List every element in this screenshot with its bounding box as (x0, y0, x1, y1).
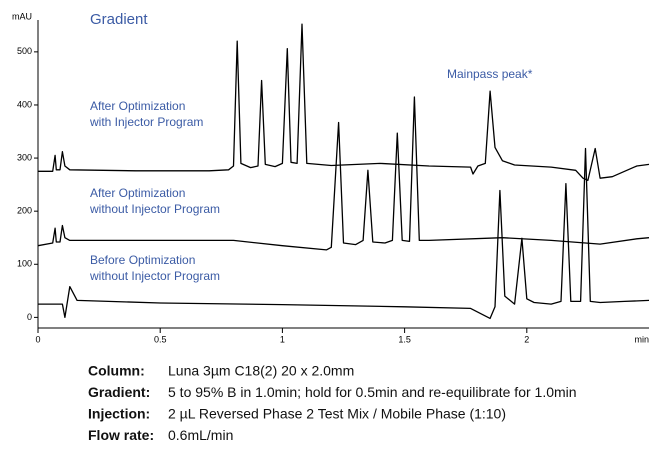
trace (38, 147, 650, 320)
y-tick-label: 400 (17, 99, 32, 109)
x-tick-label: 1.5 (398, 334, 411, 344)
trace-label: with Injector Program (89, 115, 203, 129)
trace-label: without Injector Program (89, 202, 220, 216)
condition-label: Flow rate: (88, 427, 154, 443)
y-axis-label: mAU (12, 11, 32, 21)
y-tick-label: 500 (17, 46, 32, 56)
trace (38, 23, 650, 182)
condition-text: Luna 3µm C18(2) 20 x 2.0mm (168, 363, 354, 379)
condition-text: 2 µL Reversed Phase 2 Test Mix / Mobile … (168, 406, 506, 422)
y-tick-label: 100 (17, 259, 32, 269)
trace (37, 96, 650, 251)
condition-label: Injection: (88, 406, 150, 422)
trace-label: After Optimization (90, 186, 185, 200)
x-tick-label: 0 (35, 334, 40, 344)
x-axis-label: min (634, 334, 649, 344)
condition-text: 5 to 95% B in 1.0min; hold for 0.5min an… (168, 384, 577, 400)
y-tick-label: 0 (27, 312, 32, 322)
condition-label: Gradient: (88, 384, 150, 400)
trace-label: After Optimization (90, 99, 185, 113)
y-tick-label: 300 (17, 152, 32, 162)
trace-label: Before Optimization (90, 253, 195, 267)
annotation: Mainpass peak* (447, 67, 533, 81)
x-tick-label: 2 (524, 334, 529, 344)
x-tick-label: 0.5 (154, 334, 167, 344)
condition-label: Column: (88, 363, 145, 379)
x-tick-label: 1 (280, 334, 285, 344)
y-tick-label: 200 (17, 206, 32, 216)
condition-text: 0.6mL/min (168, 427, 233, 443)
trace-label: without Injector Program (89, 269, 220, 283)
chart-title: Gradient (90, 11, 148, 28)
